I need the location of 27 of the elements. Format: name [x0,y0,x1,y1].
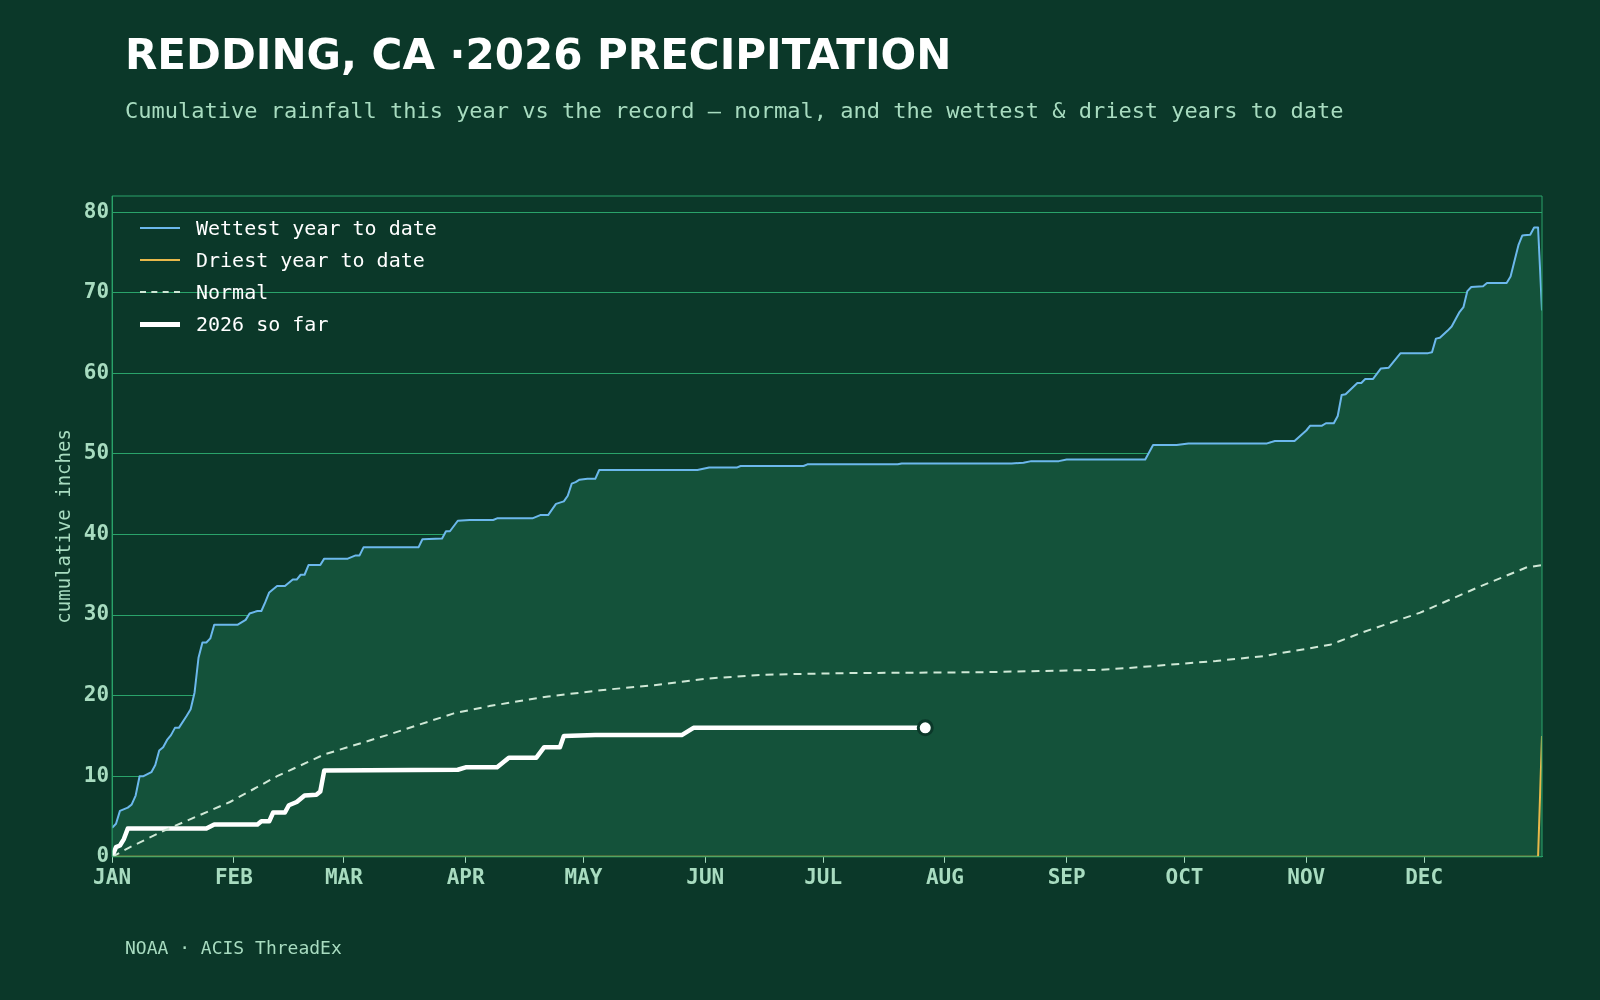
legend-label: Wettest year to date [196,216,437,240]
x-tick-label: MAR [324,864,364,889]
x-tick-label: SEP [1047,864,1086,889]
legend-label: 2026 so far [196,312,329,336]
x-tick-label: DEC [1405,864,1444,889]
x-tick-label: AUG [925,864,964,889]
y-axis-title: cumulative inches [52,429,75,624]
y-tick-label: 20 [83,682,110,707]
x-tick-label: JUL [804,864,843,889]
x-tick-label: NOV [1287,864,1326,889]
y-tick-label: 40 [83,520,110,545]
x-tick-label: OCT [1165,864,1204,889]
chart-subtitle: Cumulative rainfall this year vs the record — normal, and the wettest & driest years to date [125,98,1344,123]
text: NOAA · ACIS ThreadEx [125,937,342,958]
y-tick-label: 60 [83,359,110,384]
x-tick-label: JUN [686,864,725,889]
y-tick-label: 50 [83,440,110,465]
chart-title: REDDING, CA ·2026 PRECIPITATION [125,30,952,79]
y-tick-label: 30 [83,601,110,626]
y-tick-label: 70 [83,279,110,304]
legend-label: Driest year to date [196,248,425,272]
legend-label: Normal [196,280,269,304]
x-tick-label: FEB [214,864,253,889]
y-tick-label: 10 [83,762,110,787]
y-tick-label: 80 [83,198,110,223]
x-tick-label: APR [446,864,485,889]
x-tick-label: MAY [564,864,603,889]
